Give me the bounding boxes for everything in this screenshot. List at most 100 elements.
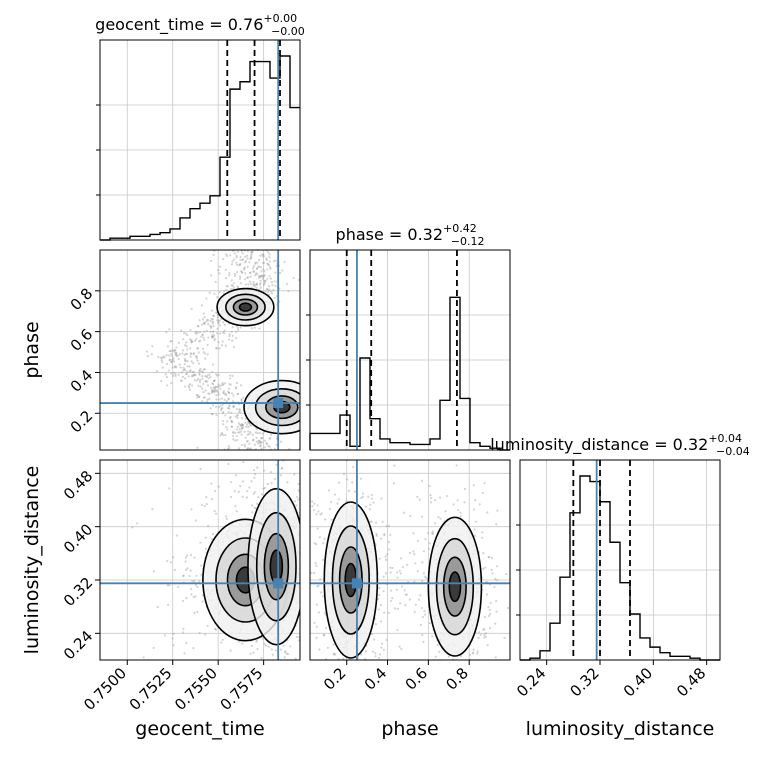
scatter-point <box>256 442 260 445</box>
scatter-point <box>235 407 238 411</box>
scatter-point <box>213 666 215 668</box>
scatter-point <box>303 518 305 520</box>
scatter-point <box>494 656 497 659</box>
scatter-point <box>218 291 221 294</box>
scatter-point <box>250 694 252 696</box>
scatter-point <box>239 326 242 329</box>
scatter-point <box>181 352 184 355</box>
scatter-point <box>226 420 229 423</box>
scatter-point <box>136 522 139 525</box>
scatter-point <box>160 379 163 383</box>
scatter-point <box>250 286 253 289</box>
scatter-point <box>216 314 219 317</box>
scatter-point <box>493 585 496 589</box>
scatter-point <box>171 359 174 362</box>
scatter-point <box>246 447 249 450</box>
scatter-point <box>232 404 235 408</box>
scatter-point <box>215 346 218 349</box>
scatter-point <box>252 280 255 284</box>
scatter-point <box>429 494 432 497</box>
scatter-point <box>222 383 225 386</box>
scatter-point <box>319 513 322 516</box>
scatter-point <box>209 330 212 333</box>
scatter-point <box>266 262 269 265</box>
scatter-point <box>225 515 228 518</box>
scatter-point <box>212 379 215 383</box>
scatter-point <box>476 650 479 653</box>
scatter-point <box>198 396 201 399</box>
scatter-point <box>505 572 508 576</box>
scatter-point <box>182 369 185 372</box>
scatter-point <box>270 482 273 485</box>
scatter-point <box>235 256 238 259</box>
scatter-point <box>240 427 243 430</box>
scatter-point <box>223 323 226 327</box>
scatter-point <box>382 575 385 578</box>
scatter-point <box>263 642 266 645</box>
scatter-point <box>192 370 195 373</box>
scatter-point <box>169 350 172 353</box>
scatter-point <box>166 584 169 587</box>
scatter-point <box>238 277 242 280</box>
scatter-point <box>200 399 204 403</box>
scatter-point <box>321 595 325 598</box>
scatter-point <box>431 663 433 665</box>
scatter-point <box>262 253 265 256</box>
y-tick-label-luminosity_distance: 0.24 <box>60 627 96 663</box>
scatter-point <box>195 332 198 336</box>
scatter-point <box>224 344 227 347</box>
scatter-panel-phase-luminosity_distance <box>301 459 511 665</box>
scatter-point <box>228 416 232 420</box>
scatter-point <box>234 431 237 435</box>
scatter-point <box>173 365 176 368</box>
scatter-point <box>372 638 376 641</box>
scatter-point <box>468 653 472 656</box>
scatter-point <box>225 517 228 521</box>
scatter-point <box>301 576 303 578</box>
scatter-point <box>308 664 310 666</box>
scatter-point <box>213 334 216 337</box>
scatter-point <box>206 624 209 628</box>
scatter-point <box>235 330 238 334</box>
scatter-point <box>232 346 235 349</box>
scatter-point <box>191 384 194 387</box>
scatter-point <box>303 545 305 547</box>
scatter-point <box>273 280 276 283</box>
scatter-point <box>284 651 287 654</box>
scatter-point <box>219 384 222 387</box>
scatter-point <box>216 327 219 330</box>
scatter-point <box>205 379 208 383</box>
scatter-point <box>232 258 236 261</box>
scatter-point <box>243 267 246 270</box>
scatter-point <box>249 447 252 450</box>
scatter-point <box>303 578 305 580</box>
scatter-point <box>302 593 304 595</box>
scatter-point <box>252 492 255 495</box>
scatter-point <box>166 384 169 387</box>
x-tick-label-luminosity_distance: 0.48 <box>673 664 709 700</box>
scatter-point <box>142 656 145 659</box>
scatter-point <box>421 615 424 619</box>
scatter-point <box>246 276 249 279</box>
scatter-point <box>305 593 307 595</box>
scatter-point <box>259 275 262 278</box>
scatter-point <box>208 373 211 376</box>
scatter-point <box>382 590 385 593</box>
scatter-point <box>439 517 442 520</box>
scatter-point <box>197 351 200 354</box>
hist-panel-luminosity_distance: luminosity_distance = 0.32+0.04 −0.04 <box>490 432 750 661</box>
scatter-point <box>195 355 198 358</box>
scatter-point <box>240 398 243 402</box>
scatter-point <box>208 291 211 294</box>
scatter-point <box>231 374 234 377</box>
scatter-point <box>260 275 263 278</box>
panel-frame <box>519 459 721 661</box>
scatter-point <box>292 276 295 280</box>
scatter-point <box>408 551 412 554</box>
scatter-point <box>396 628 399 632</box>
scatter-point <box>384 572 388 575</box>
scatter-point <box>298 661 300 663</box>
scatter-point <box>245 254 249 257</box>
scatter-point <box>315 625 318 628</box>
scatter-point <box>264 290 267 293</box>
